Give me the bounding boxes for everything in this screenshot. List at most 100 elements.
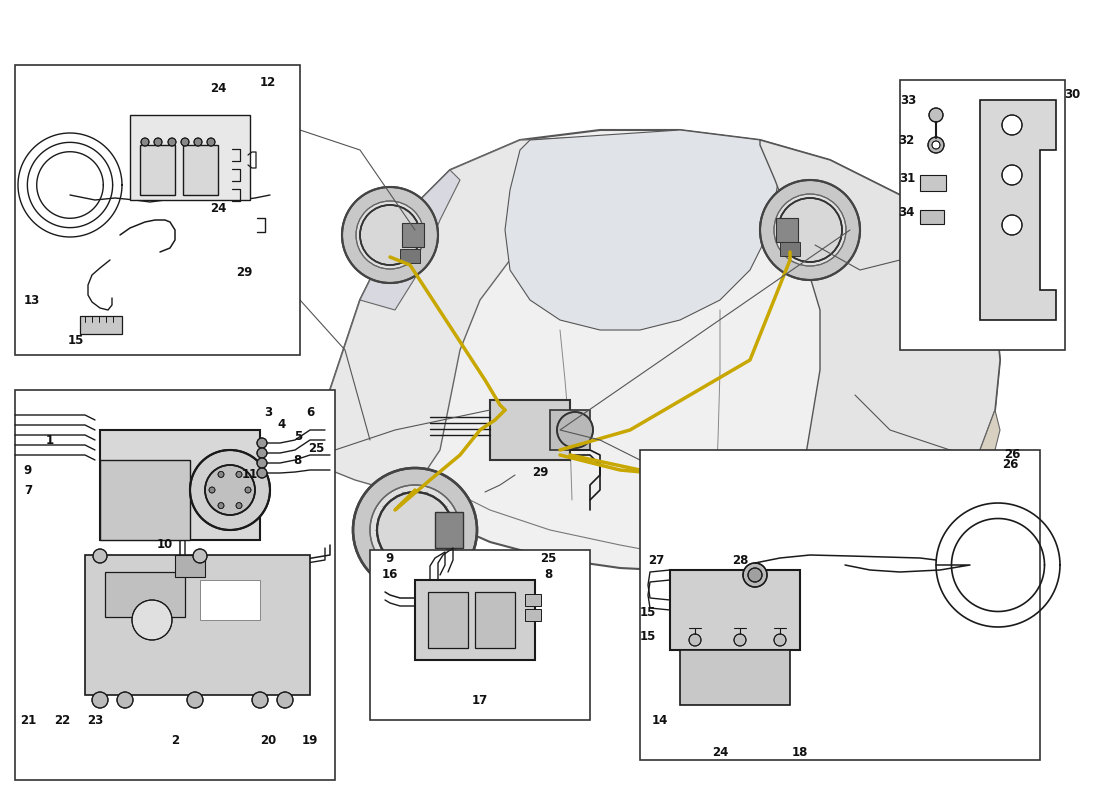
Text: 23: 23 [87,714,103,726]
Text: a passion for cars since 1965: a passion for cars since 1965 [473,323,847,537]
Circle shape [141,138,149,146]
Circle shape [257,448,267,458]
Text: 28: 28 [732,554,748,566]
Bar [183,145,218,195]
Bar [175,555,205,577]
Bar [140,145,175,195]
Circle shape [236,471,242,478]
Bar [80,316,122,334]
Text: 5: 5 [294,430,302,442]
Circle shape [932,141,940,149]
Text: 25: 25 [308,442,324,454]
Text: 34: 34 [898,206,914,219]
Bar [200,580,260,620]
Text: 15: 15 [640,606,657,618]
Bar [525,594,541,606]
Bar [475,592,515,648]
Circle shape [194,138,202,146]
Text: 24: 24 [210,82,227,94]
Circle shape [774,194,846,266]
Text: 11: 11 [242,469,258,482]
Text: 22: 22 [54,714,70,726]
Circle shape [154,138,162,146]
Text: 7: 7 [24,483,32,497]
Bar [550,410,590,450]
Polygon shape [760,140,1000,568]
Text: 3: 3 [264,406,272,418]
Text: 32: 32 [898,134,914,146]
Circle shape [387,502,443,558]
Bar [920,210,944,224]
Bar [100,430,260,540]
Circle shape [808,508,892,592]
Bar [670,570,800,650]
Text: 2: 2 [170,734,179,746]
Polygon shape [360,170,460,310]
Bar [104,572,185,617]
Circle shape [117,692,133,708]
Circle shape [820,520,880,580]
Text: 20: 20 [260,734,276,746]
Text: 8: 8 [293,454,301,466]
Bar [428,592,468,648]
Circle shape [774,634,786,646]
Circle shape [930,108,943,122]
Bar [525,609,541,621]
Text: 31: 31 [899,171,915,185]
Text: 18: 18 [792,746,808,758]
Circle shape [207,138,215,146]
Circle shape [236,502,242,509]
Circle shape [689,634,701,646]
Text: 85: 85 [635,262,886,438]
Polygon shape [980,100,1056,320]
Bar [640,450,1040,760]
Circle shape [190,450,270,530]
Bar [776,218,798,242]
Circle shape [356,201,424,269]
Text: parts: parts [607,223,833,297]
Circle shape [782,482,918,618]
Circle shape [760,180,860,280]
Circle shape [370,485,460,575]
Text: 15: 15 [68,334,85,346]
Circle shape [92,692,108,708]
Bar [802,532,830,568]
Text: 19: 19 [301,734,318,746]
Text: 27: 27 [648,554,664,566]
Circle shape [928,137,944,153]
Bar [400,249,420,263]
Bar [490,400,570,460]
Circle shape [245,487,251,493]
Polygon shape [505,130,780,330]
Bar [15,390,335,780]
Text: euro: euro [452,271,708,369]
Text: 12: 12 [260,75,276,89]
Text: 15: 15 [640,630,657,642]
Text: 33: 33 [900,94,916,106]
Bar [680,650,790,705]
Text: 26: 26 [1002,458,1019,471]
Bar [100,460,190,540]
Text: 14: 14 [652,714,668,726]
Polygon shape [310,138,570,490]
Text: 8: 8 [543,567,552,581]
Circle shape [788,208,832,252]
Circle shape [205,465,255,515]
Text: 17: 17 [472,694,488,706]
Text: 29: 29 [531,466,548,478]
Text: 4: 4 [278,418,286,431]
Text: 30: 30 [1064,89,1080,102]
Bar [900,80,1065,350]
Circle shape [168,138,176,146]
Text: 24: 24 [210,202,227,214]
Circle shape [800,500,900,600]
Circle shape [257,438,267,448]
Circle shape [192,549,207,563]
Circle shape [360,205,420,265]
Text: 25: 25 [540,551,557,565]
Circle shape [1002,165,1022,185]
Circle shape [353,468,477,592]
Circle shape [557,412,593,448]
Text: 10: 10 [157,538,173,551]
Circle shape [778,198,842,262]
